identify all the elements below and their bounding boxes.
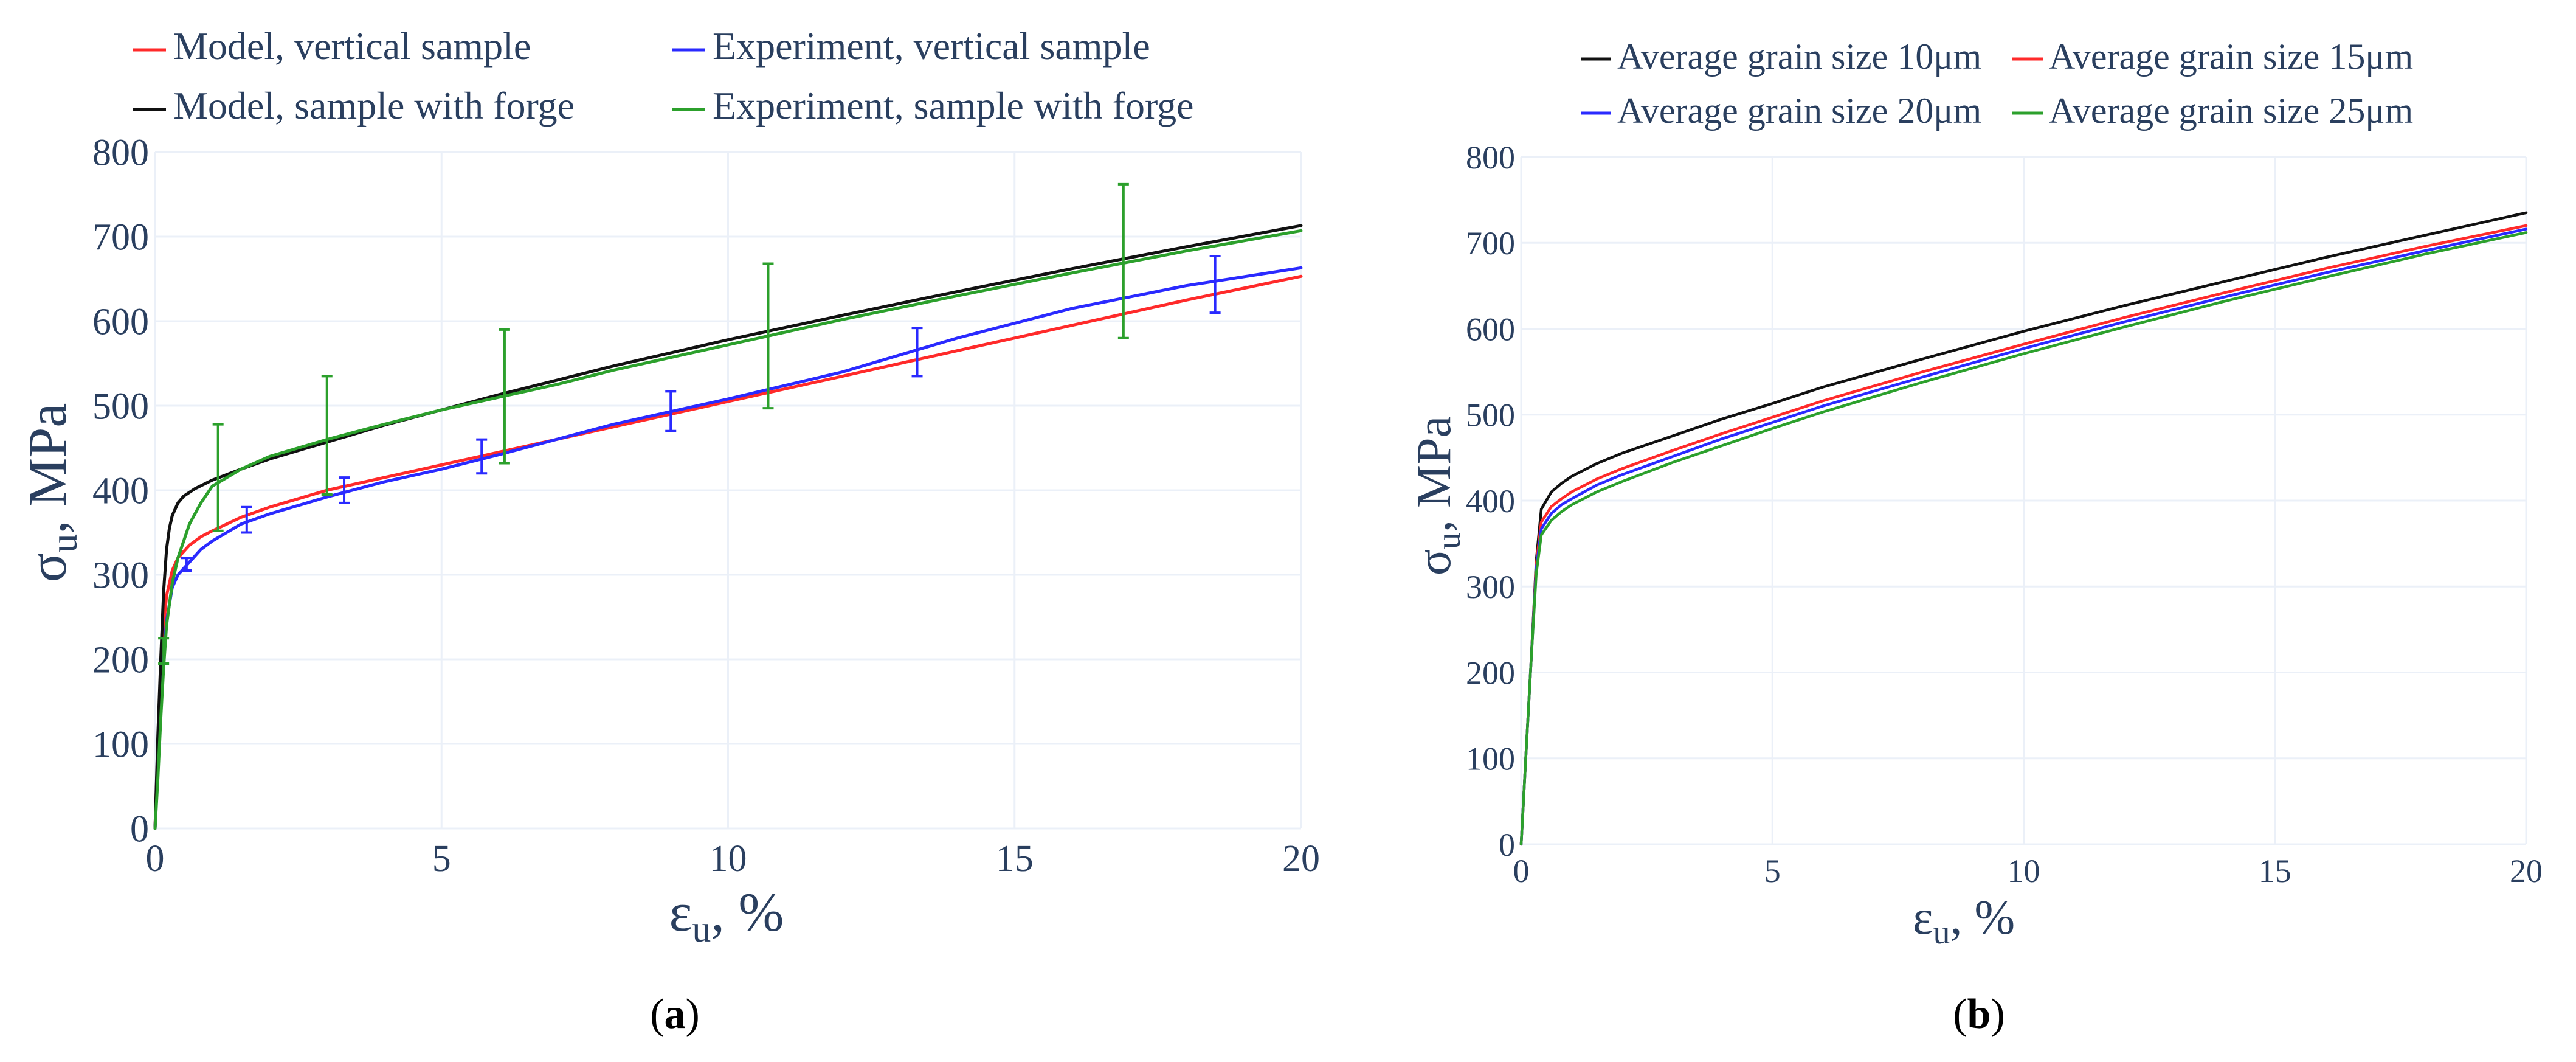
legend-item-model-vertical[interactable]: Model, vertical sample xyxy=(133,24,531,68)
legend-label: Average grain size 10μm xyxy=(1617,36,1981,77)
plot-area-a xyxy=(153,182,1303,830)
y-axis-title-b: σu, MPa xyxy=(1407,416,1468,575)
legend-label: Experiment, vertical sample xyxy=(713,24,1150,68)
x-tick-label: 0 xyxy=(1513,853,1530,889)
legend-b: Average grain size 10μm Average grain si… xyxy=(1581,36,2413,131)
legend-item-experiment-vertical[interactable]: Experiment, vertical sample xyxy=(672,24,1150,68)
legend-label: Experiment, sample with forge xyxy=(713,84,1194,127)
plot-area-b xyxy=(1519,211,2528,846)
x-tick-label: 10 xyxy=(2008,853,2040,889)
y-tick-label: 200 xyxy=(1466,654,1515,691)
y-tick-label: 700 xyxy=(92,217,149,259)
y-tick-label: 800 xyxy=(92,133,149,174)
x-axis-title-b: εu, % xyxy=(1913,891,2015,951)
x-axis-title-a: εu, % xyxy=(669,883,784,950)
y-tick-label: 800 xyxy=(1466,139,1515,176)
error-bar xyxy=(762,262,774,410)
legend-item-grain-20[interactable]: Average grain size 20μm xyxy=(1581,91,1981,131)
error-bar xyxy=(1209,254,1221,314)
caption-b: (b) xyxy=(1953,991,2005,1038)
legend-label: Model, vertical sample xyxy=(173,24,531,68)
y-tick-label: 600 xyxy=(1466,311,1515,347)
series-line xyxy=(153,224,1303,830)
x-tick-label: 10 xyxy=(710,838,747,880)
y-tick-label: 100 xyxy=(1466,741,1515,777)
legend-item-grain-10[interactable]: Average grain size 10μm xyxy=(1581,36,1981,77)
legend-item-model-forge[interactable]: Model, sample with forge xyxy=(133,84,575,127)
error-bar xyxy=(476,438,488,475)
y-tick-label: 700 xyxy=(1466,225,1515,262)
x-tick-label: 5 xyxy=(432,838,451,880)
series-line xyxy=(1519,231,2528,846)
y-tick-label: 600 xyxy=(92,302,149,343)
legend-label: Average grain size 15μm xyxy=(2049,36,2413,77)
y-ticks-a: 0 100 200 300 400 500 600 700 800 xyxy=(92,133,149,850)
error-bar xyxy=(665,390,677,432)
error-bar xyxy=(181,557,192,572)
legend-label: Average grain size 25μm xyxy=(2049,91,2413,131)
grid-a xyxy=(154,151,1302,830)
legend-label: Average grain size 20μm xyxy=(1617,91,1981,131)
y-ticks-b: 0 100 200 300 400 500 600 700 800 xyxy=(1466,139,1515,863)
x-tick-label: 20 xyxy=(2510,853,2543,889)
x-tick-label: 20 xyxy=(1282,838,1320,880)
y-tick-label: 400 xyxy=(92,471,149,512)
error-bar xyxy=(241,505,252,534)
error-bar xyxy=(158,637,170,665)
y-tick-label: 500 xyxy=(1466,397,1515,434)
error-bar xyxy=(1117,182,1129,339)
caption-a: (a) xyxy=(650,991,700,1038)
legend-label: Model, sample with forge xyxy=(173,84,575,127)
y-tick-label: 500 xyxy=(92,386,149,428)
grid-b xyxy=(1520,156,2527,845)
y-tick-label: 200 xyxy=(92,640,149,681)
legend-item-experiment-forge[interactable]: Experiment, sample with forge xyxy=(672,84,1194,127)
y-tick-label: 300 xyxy=(92,555,149,597)
legend-item-grain-15[interactable]: Average grain size 15μm xyxy=(2012,36,2413,77)
x-tick-label: 0 xyxy=(146,838,165,880)
error-bar xyxy=(911,327,923,378)
y-tick-label: 400 xyxy=(1466,483,1515,519)
x-tick-label: 5 xyxy=(1764,853,1781,889)
x-tick-label: 15 xyxy=(996,838,1034,880)
error-bar xyxy=(321,375,333,496)
error-bar xyxy=(339,476,350,504)
x-tick-label: 15 xyxy=(2259,853,2291,889)
series-line xyxy=(153,229,1303,830)
y-tick-label: 0 xyxy=(130,809,149,850)
y-tick-label: 300 xyxy=(1466,569,1515,605)
error-bar xyxy=(499,328,510,465)
legend-a: Model, vertical sample Experiment, verti… xyxy=(133,24,1194,127)
chart-panel-b: 0 5 10 15 20 0 100 200 300 400 500 600 700 800 Avera… xyxy=(1407,36,2543,1038)
y-tick-label: 0 xyxy=(1499,827,1515,863)
y-axis-title-a: σu, MPa xyxy=(18,403,85,583)
error-bar xyxy=(212,423,224,532)
y-tick-label: 100 xyxy=(92,724,149,766)
chart-panel-a: 0 5 10 15 20 0 100 200 300 400 500 600 700 800 Model… xyxy=(18,24,1320,1038)
x-ticks-b: 0 5 10 15 20 xyxy=(1513,853,2543,889)
legend-item-grain-25[interactable]: Average grain size 25μm xyxy=(2012,91,2413,131)
x-ticks-a: 0 5 10 15 20 xyxy=(146,838,1321,880)
